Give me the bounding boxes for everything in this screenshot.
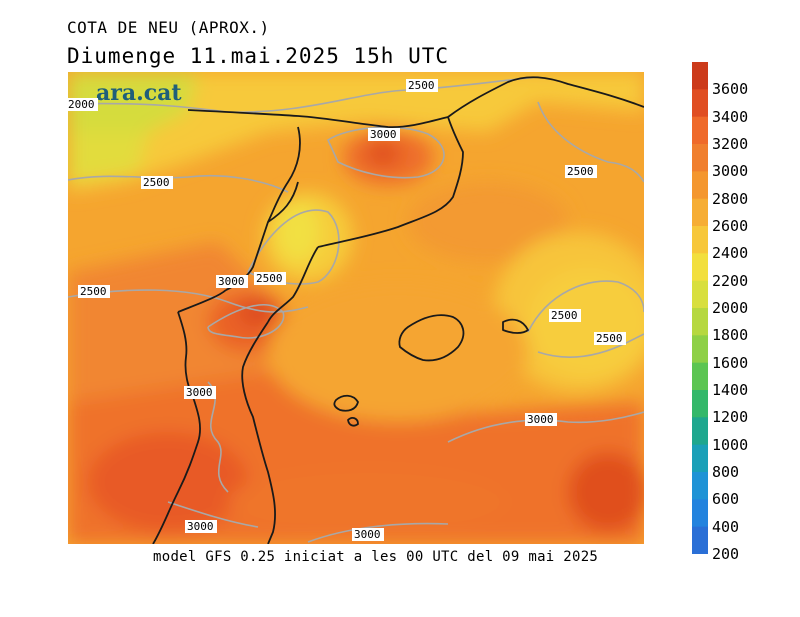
contour-label: 2500 [78,285,110,298]
legend-swatch [692,444,708,473]
legend-swatch [692,526,708,554]
legend-label: 2200 [712,271,749,290]
svg-text:3000: 3000 [354,528,381,541]
svg-text:2500: 2500 [143,176,170,189]
legend-swatch [692,499,708,528]
contour-label: 3000 [525,413,557,426]
svg-text:2500: 2500 [80,285,107,298]
legend-swatch [692,62,708,90]
legend-swatch [692,171,708,200]
legend-label: 1000 [712,435,749,454]
legend-label: 2800 [712,189,749,208]
forecast-datetime: Diumenge 11.mai.2025 15h UTC [67,44,450,68]
brand-logo: ara.cat [96,80,182,106]
legend-label: 1400 [712,381,749,399]
model-caption: model GFS 0.25 iniciat a les 00 UTC del … [153,549,599,565]
contour-label: 3000 [352,528,384,541]
legend-swatch [692,253,708,282]
color-legend [692,62,708,554]
legend-swatch [692,362,708,391]
legend-label: 3600 [712,80,749,99]
contour-label: 3000 [216,275,248,288]
legend-label: 1600 [712,353,749,372]
contour-label: 2500 [565,165,597,178]
svg-text:3000: 3000 [218,275,245,288]
legend-label: 3200 [712,135,749,153]
svg-text:2000: 2000 [68,98,95,111]
legend-swatch [692,390,708,418]
snow-level-map: ara.cat 2500 2000 3000 2500 2500 2500 30… [68,72,644,544]
contour-labels: 2500 2000 3000 2500 2500 2500 3000 2500 … [68,79,626,541]
legend-swatch [692,144,708,172]
contour-label: 2500 [141,176,173,189]
svg-text:2500: 2500 [567,165,594,178]
svg-text:2500: 2500 [596,332,623,345]
legend-label: 800 [712,463,740,481]
legend-swatch [692,417,708,446]
legend-label: 200 [712,545,740,563]
svg-text:3000: 3000 [527,413,554,426]
contour-label: 3000 [184,386,216,399]
svg-text:3000: 3000 [370,128,397,141]
legend-label: 1800 [712,326,749,345]
contour-label: 2500 [549,309,581,322]
legend-swatch [692,226,708,254]
legend-swatch [692,89,708,118]
legend-swatch [692,308,708,336]
svg-text:2500: 2500 [256,272,283,285]
legend-swatch [692,335,708,364]
legend-label: 2600 [712,217,749,235]
contour-label: 2500 [254,272,286,285]
contour-label: 2500 [406,79,438,92]
legend-label: 1200 [712,408,749,427]
legend-swatch [692,472,708,500]
svg-text:3000: 3000 [186,386,213,399]
contour-label: 2500 [594,332,626,345]
contour-label: 3000 [368,128,400,141]
legend-swatch [692,116,708,145]
legend-swatch [692,198,708,227]
chart-title: COTA DE NEU (APROX.) [67,18,270,37]
legend-label: 400 [712,517,740,536]
svg-text:3000: 3000 [187,520,214,533]
svg-text:2500: 2500 [551,309,578,322]
legend-label: 2400 [712,244,749,263]
contour-label: 3000 [185,520,217,533]
contour-label: 2000 [68,98,98,111]
legend-label: 3000 [712,162,749,181]
legend-label: 3400 [712,107,749,126]
legend-labels: 3600 3400 3200 3000 2800 2600 2400 2200 2000 1800… [712,62,792,563]
svg-text:2500: 2500 [408,79,435,92]
legend-label: 600 [712,490,740,509]
legend-label: 2000 [712,299,749,317]
legend-swatch [692,280,708,309]
